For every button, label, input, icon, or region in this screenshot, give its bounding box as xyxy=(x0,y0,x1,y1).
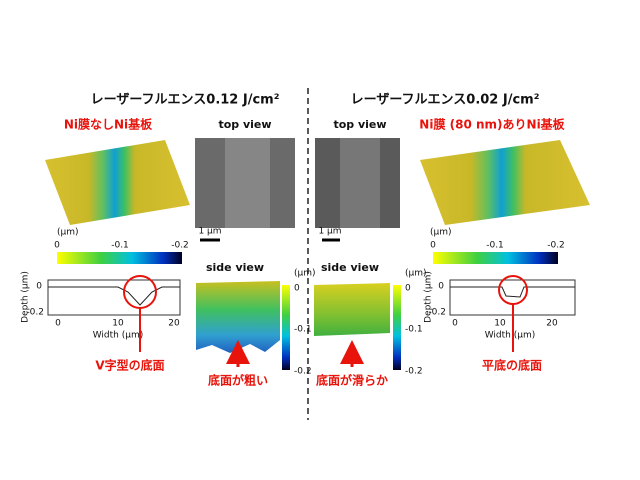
tick-label: 0 xyxy=(36,282,42,292)
sample-label: Ni膜 (80 nm)ありNi基板 xyxy=(419,117,565,132)
note: 底面が滑らか xyxy=(316,373,388,388)
colorbar-tick: 0 xyxy=(294,284,300,294)
tick-label: 20 xyxy=(546,319,558,329)
profile-frame xyxy=(47,279,181,316)
sample-label: Ni膜なしNi基板 xyxy=(64,117,153,132)
colorbar-tick: -0.2 xyxy=(171,241,189,251)
axis-label: Width (μm) xyxy=(93,331,144,341)
surface-3d xyxy=(420,140,590,225)
colorbar-unit: (μm) xyxy=(430,228,452,238)
axis-label: Depth (μm) xyxy=(424,271,434,323)
tick-label: -0.2 xyxy=(26,308,44,318)
note: 平底の底面 xyxy=(482,358,542,373)
scale-label: 1 μm xyxy=(198,227,221,237)
highlight xyxy=(123,275,157,309)
tick-label: 10 xyxy=(112,319,124,329)
profile-line xyxy=(48,286,180,306)
title: レーザーフルエンス0.02 J/cm² xyxy=(351,93,540,108)
axis-label: Depth (μm) xyxy=(21,271,31,323)
tick-label: 0 xyxy=(438,282,444,292)
colorbar xyxy=(57,252,182,264)
colorbar-unit: (μm) xyxy=(57,228,79,238)
colorbar-tick: -0.1 xyxy=(111,241,129,251)
colorbar-tick: -0.1 xyxy=(294,325,312,335)
view-label: side view xyxy=(321,261,379,274)
tick-label: 0 xyxy=(55,319,61,329)
view-label: top view xyxy=(218,118,271,131)
note: 底面が粗い xyxy=(208,373,268,388)
surface-3d xyxy=(45,140,190,225)
colorbar-tick: 0 xyxy=(405,284,411,294)
colorbar-tick: -0.1 xyxy=(486,241,504,251)
tick-label: 0 xyxy=(452,319,458,329)
sem-groove xyxy=(225,138,270,228)
tick-label: -0.2 xyxy=(428,308,446,318)
side-image xyxy=(314,283,390,336)
colorbar-tick: 0 xyxy=(54,241,60,251)
axis-label: Width (μm) xyxy=(485,331,536,341)
colorbar-tick: -0.2 xyxy=(405,367,423,377)
colorbar-unit: (μm) xyxy=(294,269,316,279)
tick-label: 20 xyxy=(168,319,180,329)
scale-label: 1 μm xyxy=(318,227,341,237)
colorbar-tick: -0.1 xyxy=(405,325,423,335)
tick-label: 10 xyxy=(494,319,506,329)
colorbar-tick: 0 xyxy=(430,241,436,251)
profile-line xyxy=(450,286,575,298)
colorbar xyxy=(393,285,401,370)
sem-groove xyxy=(340,138,380,228)
view-label: top view xyxy=(333,118,386,131)
colorbar-tick: -0.2 xyxy=(547,241,565,251)
colorbar-tick: -0.2 xyxy=(294,367,312,377)
colorbar xyxy=(282,285,290,370)
title: レーザーフルエンス0.12 J/cm² xyxy=(91,93,280,108)
colorbar xyxy=(433,252,558,264)
note: V字型の底面 xyxy=(95,358,164,373)
view-label: side view xyxy=(206,261,264,274)
side-image xyxy=(196,281,280,353)
colorbar-unit: (μm) xyxy=(405,269,427,279)
